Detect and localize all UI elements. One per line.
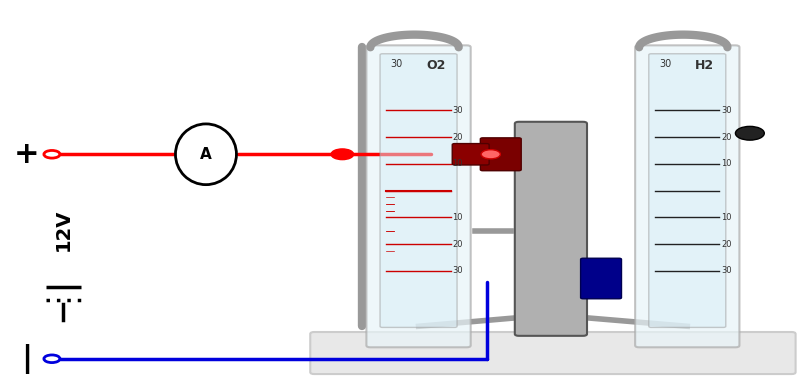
FancyBboxPatch shape xyxy=(580,258,621,299)
FancyBboxPatch shape xyxy=(310,332,795,374)
FancyBboxPatch shape xyxy=(515,122,587,336)
Text: 20: 20 xyxy=(452,239,463,249)
Text: H2: H2 xyxy=(696,59,714,72)
Text: O2: O2 xyxy=(427,59,446,72)
Text: 30: 30 xyxy=(721,106,732,115)
Text: |: | xyxy=(22,344,33,374)
Text: 30: 30 xyxy=(452,266,463,275)
Text: 10: 10 xyxy=(452,213,463,222)
FancyBboxPatch shape xyxy=(649,54,726,327)
Text: +: + xyxy=(14,140,40,169)
FancyBboxPatch shape xyxy=(366,45,471,347)
Text: 20: 20 xyxy=(721,132,732,142)
FancyBboxPatch shape xyxy=(635,45,740,347)
Circle shape xyxy=(736,126,764,140)
Text: 20: 20 xyxy=(721,239,732,249)
Text: 10: 10 xyxy=(452,159,463,168)
Text: 30: 30 xyxy=(452,106,463,115)
Text: 20: 20 xyxy=(452,132,463,142)
Text: 30: 30 xyxy=(390,59,402,69)
Text: 30: 30 xyxy=(721,266,732,275)
FancyBboxPatch shape xyxy=(380,54,457,327)
Circle shape xyxy=(481,150,501,159)
Text: 30: 30 xyxy=(659,59,671,69)
Text: 10: 10 xyxy=(721,159,732,168)
Text: A: A xyxy=(200,147,212,162)
Circle shape xyxy=(331,149,353,160)
Ellipse shape xyxy=(175,124,237,185)
Text: 10: 10 xyxy=(721,213,732,222)
FancyBboxPatch shape xyxy=(481,138,521,171)
Text: 12V: 12V xyxy=(54,209,72,251)
FancyBboxPatch shape xyxy=(452,144,489,165)
